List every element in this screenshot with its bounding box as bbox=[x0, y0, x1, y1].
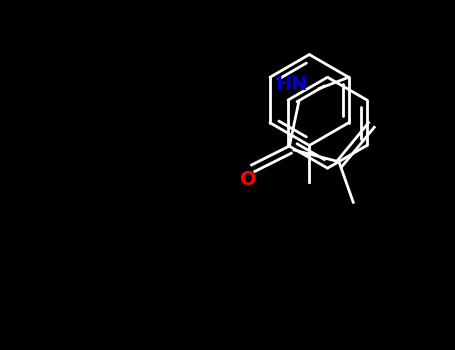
Text: O: O bbox=[240, 170, 257, 189]
Text: HN: HN bbox=[276, 75, 308, 93]
